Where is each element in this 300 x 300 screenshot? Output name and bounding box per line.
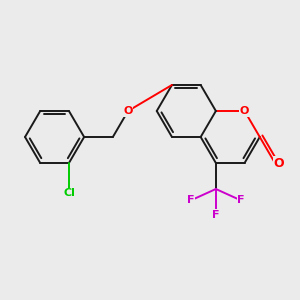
Text: Cl: Cl [63,188,75,198]
Text: O: O [240,106,249,116]
Text: F: F [237,196,245,206]
Text: O: O [123,106,133,116]
Text: F: F [187,196,194,206]
Text: O: O [274,157,284,169]
Text: F: F [212,210,220,220]
